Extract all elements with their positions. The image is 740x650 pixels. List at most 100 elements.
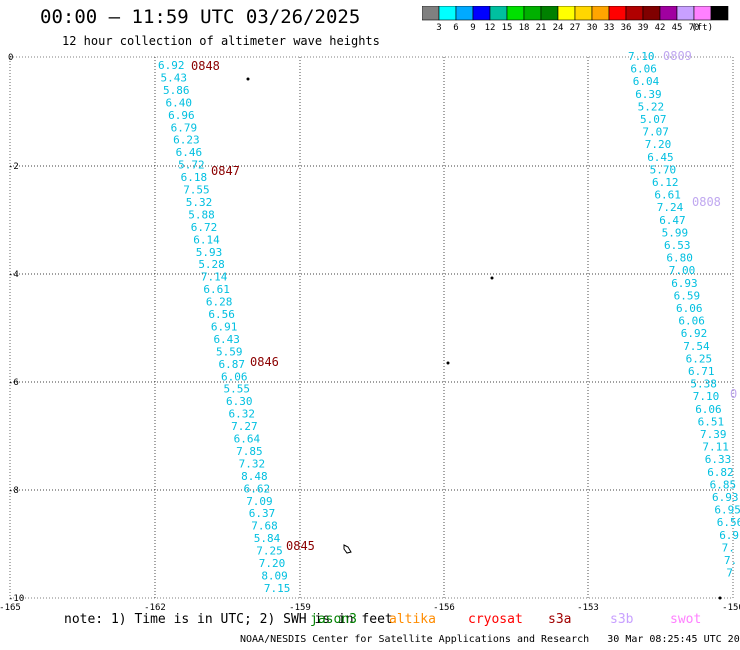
longitude-tick-label: -156: [433, 603, 455, 612]
latitude-tick-label: -8: [8, 486, 19, 496]
latitude-tick-label: -2: [8, 162, 19, 172]
swh-value-left: 5.84: [254, 532, 281, 545]
colorbar-tick-label: 45: [672, 23, 683, 32]
satellite-legend-cryosat: cryosat: [468, 612, 523, 627]
colorbar-tick-label: 70: [689, 23, 700, 32]
swh-value-right: 6.71: [688, 365, 715, 378]
swh-value-left: 5.32: [186, 196, 213, 209]
island-marker: [718, 596, 722, 600]
swh-value-right: 7.24: [657, 201, 684, 214]
latitude-tick-label: -4: [8, 270, 19, 280]
colorbar-tick-label: 39: [638, 23, 649, 32]
swh-value-left: 5.88: [188, 208, 215, 221]
swh-value-right: 6.04: [633, 75, 660, 88]
swh-value-right: 7.00: [669, 264, 696, 277]
satellite-legend-s3a: s3a: [548, 612, 572, 627]
longitude-tick-label: -150: [722, 603, 740, 612]
swh-value-right: 6.9: [719, 529, 739, 542]
swh-value-left: 6.72: [191, 221, 218, 234]
time-label-left: 0847: [211, 164, 240, 178]
swh-value-right: 6.82: [707, 466, 734, 479]
swh-value-right: 7.20: [645, 138, 672, 151]
latitude-tick-label: 0: [8, 53, 13, 63]
swh-value-left: 7.20: [259, 557, 286, 570]
swh-value-right: 5.07: [640, 113, 667, 126]
swh-value-right: 5.38: [690, 378, 717, 391]
swh-value-left: 8.48: [241, 470, 268, 483]
island-marker: [246, 77, 250, 81]
island-outline: [343, 544, 352, 554]
credit-timestamp: 30 Mar 08:25:45 UTC 2025: [607, 634, 740, 645]
swh-value-left: 6.30: [226, 395, 253, 408]
swh-value-right: 6.95: [714, 504, 740, 517]
swh-value-left: 5.59: [216, 345, 243, 358]
swh-value-left: 6.40: [166, 96, 193, 109]
swh-value-right: 6.53: [664, 239, 691, 252]
latitude-tick-label: -6: [8, 378, 19, 388]
swh-value-right: 6.59: [674, 289, 701, 302]
swh-value-left: 6.18: [181, 171, 208, 184]
swh-value-right: 6.33: [705, 453, 732, 466]
swh-value-left: 6.46: [176, 146, 203, 159]
swh-value-right: 6.06: [676, 302, 703, 315]
swh-value-right: 6.06: [695, 403, 722, 416]
swh-value-left: 6.32: [229, 408, 256, 421]
credit-org: NOAA/NESDIS Center for Satellite Applica…: [240, 634, 590, 645]
longitude-tick-label: -162: [144, 603, 166, 612]
swh-value-left: 6.14: [193, 233, 220, 246]
swh-value-right: 7.10: [693, 390, 720, 403]
swh-value-left: 5.86: [163, 84, 190, 97]
swh-value-left: 6.06: [221, 370, 248, 383]
swh-value-left: 6.43: [213, 333, 240, 346]
colorbar-tick-label: 12: [485, 23, 496, 32]
swh-value-left: 7.15: [264, 582, 291, 595]
time-label-left: 0848: [191, 59, 220, 73]
swh-value-left: 6.92: [158, 59, 185, 72]
swh-value-left: 6.62: [244, 482, 271, 495]
swh-value-left: 6.61: [203, 283, 230, 296]
swh-value-right: 6.56: [717, 516, 740, 529]
swh-value-right: 6.51: [698, 415, 725, 428]
longitude-tick-label: -153: [577, 603, 599, 612]
map-subtitle: 12 hour collection of altimeter wave hei…: [62, 34, 380, 48]
swh-value-right: 5.22: [638, 100, 665, 113]
swh-value-left: 7.68: [251, 520, 277, 533]
satellite-legend-s3b: s3b: [610, 612, 634, 627]
swh-value-right: 7: [726, 567, 733, 580]
swh-value-left: 6.64: [234, 433, 261, 446]
satellite-legend-altika: altika: [389, 612, 436, 627]
swh-value-left: 6.56: [208, 308, 235, 321]
colorbar-tick-label: 27: [570, 23, 581, 32]
longitude-tick-label: -165: [0, 603, 21, 612]
swh-value-left: 5.28: [198, 258, 225, 271]
swh-value-right: 7.: [722, 541, 735, 554]
note-text: note: 1) Time is in UTC; 2) SWH is in fe…: [64, 612, 393, 627]
swh-value-left: 5.55: [224, 383, 251, 396]
colorbar-tick-label: 6: [453, 23, 458, 32]
swh-value-right: 6.92: [681, 327, 708, 340]
swh-value-right: 6.45: [647, 151, 674, 164]
swh-value-left: 5.43: [161, 71, 188, 84]
swh-value-right: 5.70: [650, 163, 677, 176]
swh-value-left: 6.87: [218, 358, 245, 371]
island-marker: [446, 361, 450, 365]
swh-value-right: 6.06: [678, 315, 705, 328]
colorbar-tick-label: 9: [470, 23, 475, 32]
swh-value-right: 6.47: [659, 214, 686, 227]
latitude-tick-label: -10: [8, 594, 24, 604]
longitude-tick-label: -159: [289, 603, 311, 612]
island-marker: [490, 276, 494, 280]
credit-line: NOAA/NESDIS Center for Satellite Applica…: [240, 634, 740, 645]
swh-value-left: 5.72: [178, 159, 205, 172]
footer-note: note: 1) Time is in UTC; 2) SWH is in fe…: [64, 612, 393, 627]
map-title: 00:00 – 11:59 UTC 03/26/2025: [40, 6, 361, 28]
swh-value-right: 6.80: [666, 252, 693, 265]
altimeter-map: -165 -162 -159 -156 -153 -150 0 -2 -4 -6 -8 -10 6.92…: [0, 49, 740, 612]
swh-value-left: 7.14: [201, 271, 228, 284]
swh-value-left: 6.37: [249, 507, 276, 520]
swh-value-right: 5.99: [662, 226, 689, 239]
swh-value-left: 7.85: [236, 445, 263, 458]
swh-value-right: 6.85: [710, 478, 737, 491]
colorbar-tick-label: 42: [655, 23, 666, 32]
time-label-right: 0: [730, 387, 737, 401]
